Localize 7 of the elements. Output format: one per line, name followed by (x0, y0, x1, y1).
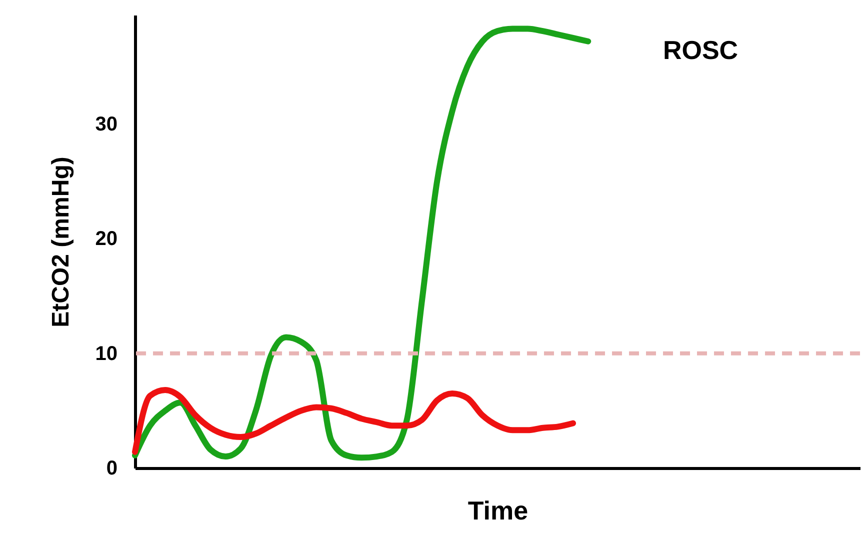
y-tick-label: 0 (106, 458, 118, 480)
y-tick-label: 20 (95, 228, 118, 250)
y-tick-label: 10 (95, 342, 118, 365)
annotation: ROSC (662, 35, 738, 65)
x-axis-title: Time (468, 496, 528, 526)
y-tick-label: 30 (95, 113, 118, 136)
y-axis-title: EtCO2 (mmHg) (47, 156, 74, 328)
